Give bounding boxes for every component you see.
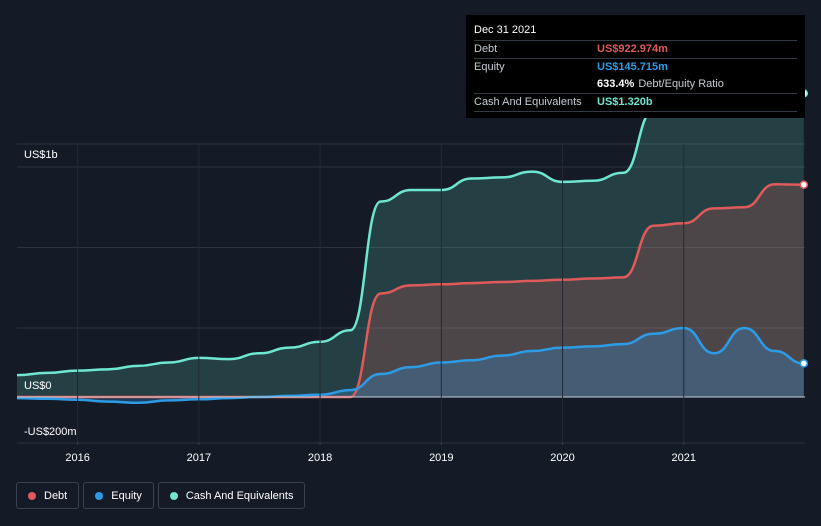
x-tick-label: 2017 bbox=[187, 452, 211, 464]
debt-end-marker bbox=[799, 180, 809, 189]
equity-end-marker bbox=[799, 359, 809, 368]
tooltip-ratio-label: Debt/Equity Ratio bbox=[638, 78, 724, 90]
equity-line bbox=[16, 326, 804, 405]
x-tick-label: 2019 bbox=[429, 452, 453, 464]
y-axis-label: -US$200m bbox=[24, 426, 77, 438]
grid-lines bbox=[17, 143, 805, 444]
chart-legend: Debt Equity Cash And Equivalents bbox=[16, 482, 306, 509]
legend-item-debt[interactable]: Debt bbox=[16, 482, 80, 509]
y-axis-label: US$0 bbox=[24, 380, 52, 392]
x-tick-label: 2016 bbox=[65, 452, 89, 464]
legend-label-debt: Debt bbox=[44, 489, 68, 502]
debt-area bbox=[17, 184, 804, 397]
legend-item-cash[interactable]: Cash And Equivalents bbox=[157, 482, 306, 509]
data-tooltip: Dec 31 2021 Debt US$922.974m Equity US$1… bbox=[466, 15, 805, 118]
x-tick-label: 2020 bbox=[550, 452, 574, 464]
tooltip-debt-value: US$922.974m bbox=[597, 43, 668, 55]
y-axis-label: US$1b bbox=[24, 149, 58, 161]
tooltip-equity-value: US$145.715m bbox=[597, 61, 668, 73]
legend-item-equity[interactable]: Equity bbox=[83, 482, 154, 509]
legend-label-cash: Cash And Equivalents bbox=[185, 489, 294, 502]
tooltip-ratio-value: 633.4% bbox=[597, 78, 635, 90]
cash-legend-dot-icon bbox=[169, 491, 178, 500]
tooltip-row-cash: Cash And Equivalents US$1.320b bbox=[474, 94, 797, 112]
series-areas bbox=[17, 53, 804, 403]
tooltip-cash-label: Cash And Equivalents bbox=[474, 96, 582, 108]
tooltip-row-ratio: 633.4% Debt/Equity Ratio bbox=[474, 76, 797, 94]
x-tick-label: 2021 bbox=[672, 452, 696, 464]
equity-area bbox=[17, 328, 804, 403]
y-axis-labels: US$1b US$0 -US$200m bbox=[24, 149, 77, 438]
tooltip-date: Dec 31 2021 bbox=[474, 21, 797, 41]
equity-legend-dot-icon bbox=[95, 491, 104, 500]
debt-legend-dot-icon bbox=[28, 491, 36, 500]
tooltip-equity-label: Equity bbox=[474, 61, 505, 73]
tooltip-row-debt: Debt US$922.974m bbox=[474, 41, 797, 59]
legend-label-equity: Equity bbox=[111, 489, 142, 502]
tooltip-debt-label: Debt bbox=[474, 43, 498, 55]
x-axis-ticks: 2016 2017 2018 2019 2020 2021 bbox=[65, 144, 696, 464]
tooltip-row-equity: Equity US$145.715m bbox=[474, 59, 797, 76]
cash-area bbox=[17, 53, 804, 397]
tooltip-cash-value: US$1.320b bbox=[597, 96, 653, 108]
x-tick-label: 2018 bbox=[308, 452, 332, 464]
